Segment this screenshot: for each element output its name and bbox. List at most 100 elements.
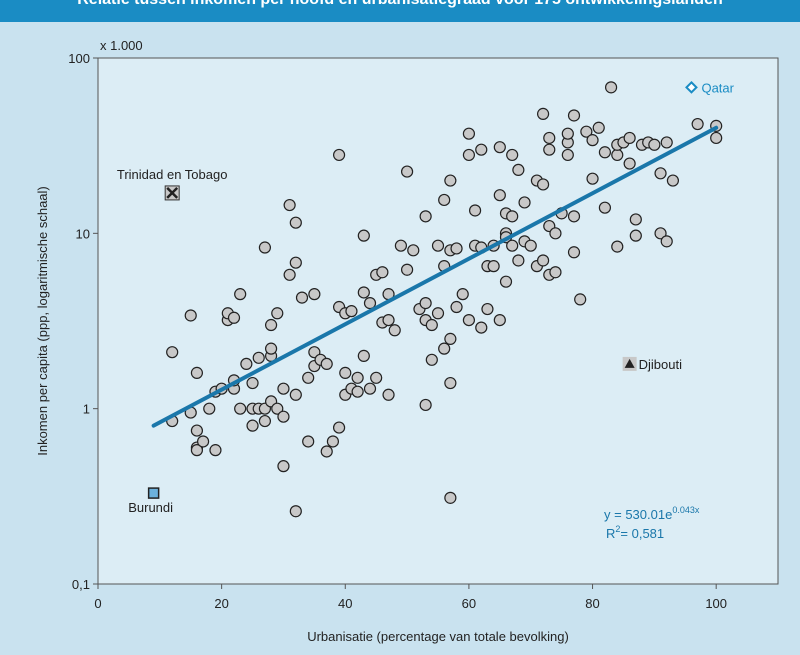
x-tick-label: 100 bbox=[705, 596, 727, 611]
x-tick-label: 40 bbox=[338, 596, 352, 611]
trinidad-cross bbox=[166, 187, 179, 199]
data-point bbox=[190, 424, 204, 437]
data-point bbox=[289, 505, 302, 518]
data-point bbox=[351, 371, 364, 384]
data-point bbox=[320, 357, 333, 371]
data-point bbox=[648, 138, 661, 151]
trend-equation: y = 530.01e0.043x bbox=[604, 505, 700, 522]
data-point bbox=[549, 227, 562, 240]
data-point bbox=[629, 229, 642, 242]
data-point bbox=[493, 141, 506, 154]
data-point bbox=[246, 376, 259, 390]
data-point bbox=[518, 196, 531, 209]
data-point bbox=[407, 244, 420, 257]
data-point bbox=[499, 275, 513, 288]
y-axis-label: Inkomen per capita (ppp, logaritmische s… bbox=[35, 186, 50, 456]
data-point bbox=[604, 81, 618, 94]
data-point bbox=[382, 313, 395, 327]
data-point bbox=[524, 239, 537, 252]
y-unit-note: x 1.000 bbox=[100, 38, 143, 53]
data-point bbox=[252, 351, 265, 364]
data-point bbox=[567, 246, 581, 259]
data-point bbox=[209, 444, 222, 457]
data-point bbox=[394, 239, 408, 252]
r2-symbol: R bbox=[606, 526, 615, 541]
data-point bbox=[462, 127, 476, 140]
x-tick-label: 0 bbox=[94, 596, 101, 611]
data-point bbox=[264, 342, 278, 355]
data-point bbox=[234, 402, 247, 415]
data-point bbox=[277, 410, 290, 423]
data-point bbox=[691, 117, 704, 131]
data-point bbox=[660, 136, 673, 149]
trend-line bbox=[151, 125, 719, 428]
data-point bbox=[289, 388, 302, 401]
data-point bbox=[190, 444, 204, 457]
data-point bbox=[561, 127, 574, 140]
data-point bbox=[363, 382, 377, 395]
chart-title-bar: Relatie tussen inkomen per hoofd en urba… bbox=[0, 0, 800, 22]
axes-layer: 0 20 40 60 80 100 0,1 1 10 100 bbox=[68, 51, 727, 611]
data-point bbox=[444, 491, 457, 504]
data-point bbox=[475, 143, 488, 156]
data-point bbox=[289, 216, 302, 229]
data-point bbox=[277, 382, 290, 395]
data-point bbox=[419, 297, 432, 310]
data-point bbox=[586, 172, 599, 185]
marks-layer bbox=[166, 81, 723, 518]
data-point bbox=[450, 242, 463, 255]
data-point bbox=[258, 414, 272, 428]
data-point bbox=[302, 435, 315, 448]
data-point bbox=[357, 286, 370, 299]
data-point bbox=[376, 266, 389, 279]
data-point bbox=[567, 109, 581, 122]
data-point bbox=[203, 402, 216, 415]
x-tick-label: 80 bbox=[585, 596, 599, 611]
data-point bbox=[623, 131, 636, 145]
data-point bbox=[277, 460, 290, 473]
data-point bbox=[246, 419, 259, 432]
data-point bbox=[388, 324, 401, 337]
data-point bbox=[506, 239, 519, 252]
data-point bbox=[543, 131, 556, 145]
data-point bbox=[561, 148, 574, 162]
data-point bbox=[512, 254, 525, 267]
data-point bbox=[425, 318, 438, 332]
highlight-layer: Qatar Trinidad en Tobago Burundi Djibouti bbox=[117, 80, 735, 515]
data-point bbox=[444, 174, 457, 187]
data-point bbox=[487, 260, 500, 273]
data-point bbox=[536, 178, 550, 191]
data-point bbox=[283, 268, 296, 281]
x-axis-label: Urbanisatie (percentage van totale bevol… bbox=[307, 629, 569, 644]
x-tick-label: 20 bbox=[214, 596, 228, 611]
data-point bbox=[549, 266, 562, 279]
data-point bbox=[580, 125, 593, 138]
data-point bbox=[166, 346, 179, 359]
trinidad-label: Trinidad en Tobago bbox=[117, 167, 228, 182]
trend-r-squared: R2= 0,581 bbox=[606, 524, 664, 541]
data-point bbox=[351, 385, 364, 398]
data-point bbox=[536, 107, 550, 120]
data-point bbox=[506, 210, 519, 223]
data-point bbox=[289, 256, 302, 269]
burundi-marker bbox=[147, 487, 160, 499]
data-point bbox=[258, 241, 272, 254]
y-tick-label: 100 bbox=[68, 51, 90, 66]
x-tick-label: 60 bbox=[462, 596, 476, 611]
data-point bbox=[240, 357, 253, 371]
data-point bbox=[302, 371, 315, 384]
data-point bbox=[431, 239, 445, 252]
data-point bbox=[283, 198, 296, 212]
data-point bbox=[592, 121, 605, 134]
y-tick-label: 1 bbox=[83, 402, 90, 417]
data-point bbox=[660, 235, 673, 248]
data-point bbox=[419, 210, 432, 223]
data-point bbox=[400, 263, 414, 276]
data-point bbox=[425, 353, 438, 366]
qatar-marker bbox=[685, 80, 698, 94]
data-point bbox=[363, 297, 377, 310]
data-point bbox=[196, 435, 210, 448]
data-point bbox=[190, 366, 204, 379]
data-point bbox=[234, 288, 247, 301]
